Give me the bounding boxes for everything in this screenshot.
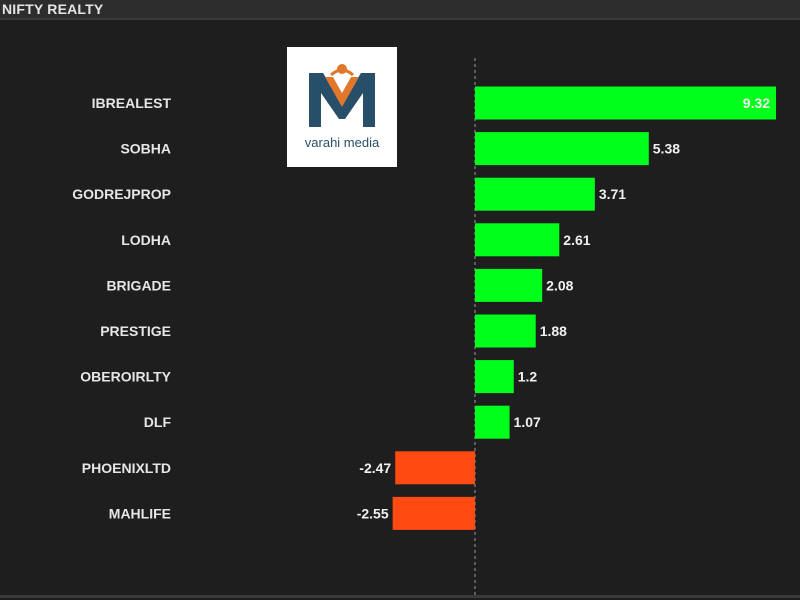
bar [475, 268, 543, 302]
page-title: NIFTY REALTY [2, 1, 104, 17]
varahi-media-logo: varahi media [287, 47, 397, 167]
category-label: IBREALEST [92, 95, 172, 111]
bar [475, 314, 536, 348]
value-label: -2.55 [357, 505, 389, 521]
svg-text:varahi media: varahi media [305, 135, 380, 150]
title-bar: NIFTY REALTY [0, 0, 800, 20]
value-label: 1.88 [540, 323, 567, 339]
value-label: 1.07 [514, 414, 541, 430]
category-label: MAHLIFE [109, 505, 171, 521]
category-label: GODREJPROP [72, 186, 171, 202]
bar [475, 360, 514, 394]
bar [475, 132, 649, 166]
category-label: BRIGADE [106, 277, 171, 293]
category-label: LODHA [121, 232, 171, 248]
bar [475, 177, 595, 211]
category-label: SOBHA [120, 141, 171, 157]
chart-frame [0, 20, 800, 598]
value-label: 5.38 [653, 141, 680, 157]
value-label: 3.71 [599, 186, 626, 202]
value-label: 2.61 [563, 232, 590, 248]
value-label: -2.47 [359, 460, 391, 476]
category-label: PHOENIXLTD [82, 460, 171, 476]
value-label: 9.32 [743, 95, 770, 111]
bar [475, 86, 777, 120]
category-label: DLF [144, 414, 172, 430]
value-label: 2.08 [546, 277, 573, 293]
bar [475, 405, 510, 439]
category-label: PRESTIGE [100, 323, 171, 339]
value-label: 1.2 [518, 369, 538, 385]
category-label: OBEROIRLTY [80, 369, 171, 385]
bar [392, 496, 475, 530]
bar [395, 451, 475, 485]
logo-mark-icon: varahi media [305, 64, 380, 150]
bar [475, 223, 560, 257]
